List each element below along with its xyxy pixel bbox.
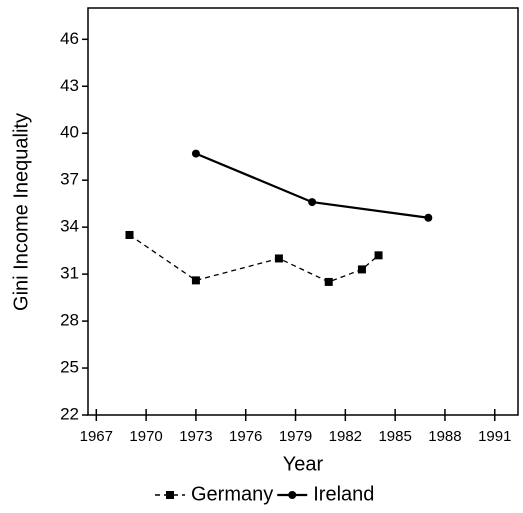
- y-tick-label: 25: [60, 358, 79, 377]
- x-tick-label: 1970: [129, 428, 162, 445]
- y-tick-label: 37: [60, 170, 79, 189]
- series-line: [129, 234, 379, 283]
- y-tick-label: 31: [60, 264, 79, 283]
- y-axis-label: Gini Income Inequality: [10, 113, 32, 311]
- x-tick-label: 1973: [179, 428, 212, 445]
- plot-frame: [87, 7, 519, 416]
- y-tick-label: 43: [60, 76, 79, 95]
- legend-label: Ireland: [313, 483, 374, 505]
- y-tick-label: 40: [60, 123, 79, 142]
- data-point: [125, 230, 134, 239]
- data-point: [324, 277, 333, 286]
- legend-marker: [288, 491, 297, 499]
- legend-label: Germany: [191, 483, 273, 505]
- data-point: [191, 149, 200, 158]
- x-tick-label: 1988: [428, 428, 461, 445]
- data-point: [274, 254, 283, 263]
- series-line: [195, 152, 429, 219]
- x-tick-label: 1985: [378, 428, 411, 445]
- y-tick-label: 46: [60, 29, 79, 48]
- x-tick-label: 1982: [329, 428, 362, 445]
- x-tick-label: 1976: [229, 428, 262, 445]
- x-tick-label: 1967: [80, 428, 113, 445]
- data-point: [424, 213, 433, 222]
- data-point: [357, 265, 366, 274]
- x-tick-label: 1991: [478, 428, 511, 445]
- data-point: [308, 198, 317, 207]
- x-axis-label: Year: [283, 453, 324, 475]
- y-tick-label: 28: [60, 311, 79, 330]
- data-point: [191, 276, 200, 285]
- y-tick-label: 22: [60, 404, 79, 423]
- legend-marker: [166, 491, 174, 499]
- legend: Germany Ireland: [155, 483, 374, 505]
- x-tick-label: 1979: [279, 428, 312, 445]
- data-point: [374, 251, 383, 260]
- y-tick-label: 34: [60, 217, 79, 236]
